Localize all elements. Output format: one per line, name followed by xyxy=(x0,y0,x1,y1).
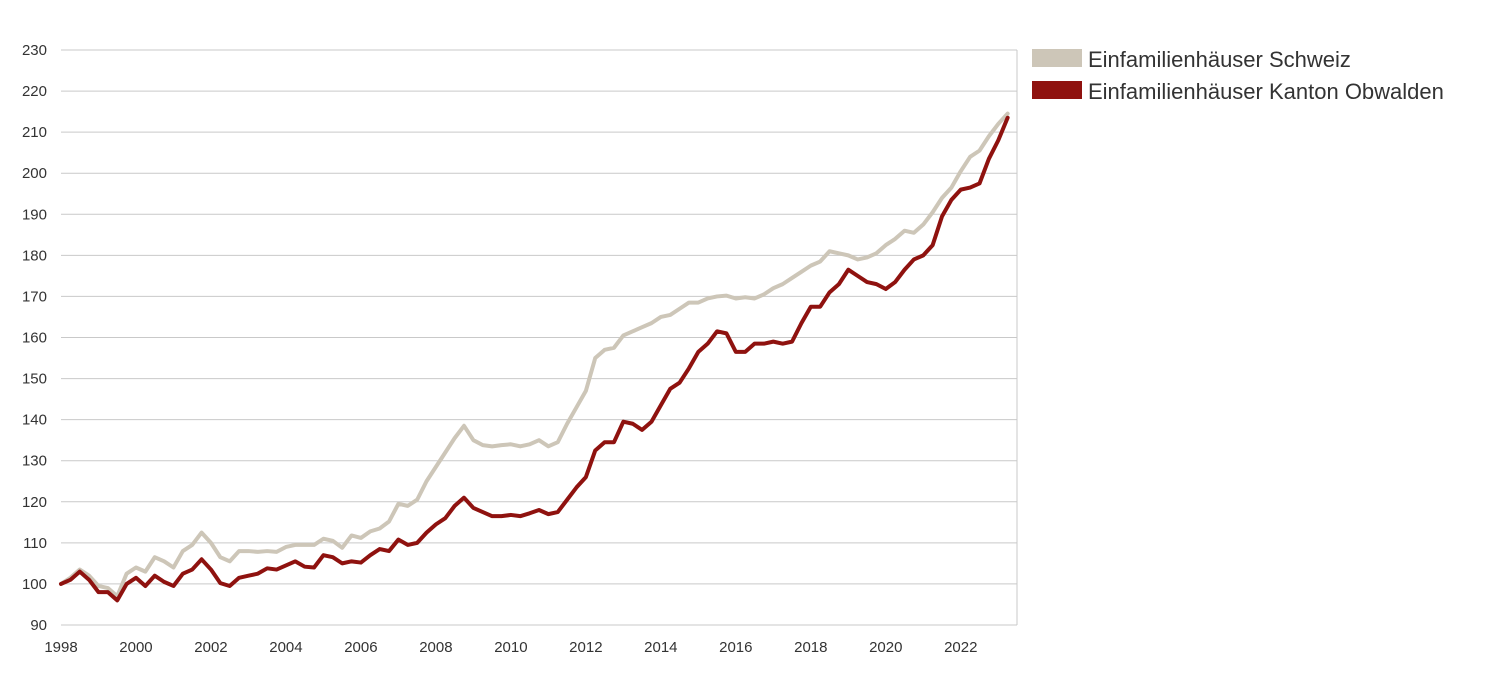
legend-swatch-obwalden xyxy=(1032,81,1082,99)
y-tick-label: 190 xyxy=(22,206,47,223)
legend-label-obwalden: Einfamilienhäuser Kanton Obwalden xyxy=(1088,79,1444,104)
legend-label-schweiz: Einfamilienhäuser Schweiz xyxy=(1088,47,1351,72)
y-tick-label: 210 xyxy=(22,124,47,141)
series-lines xyxy=(59,111,1010,603)
legend: Einfamilienhäuser Schweiz Einfamilienhäu… xyxy=(1032,47,1444,104)
y-tick-label: 200 xyxy=(22,165,47,182)
x-tick-label: 2000 xyxy=(119,639,152,656)
x-tick-label: 2022 xyxy=(944,639,977,656)
y-tick-label: 220 xyxy=(22,83,47,100)
series-line-schweiz xyxy=(59,111,1010,599)
gridlines xyxy=(61,49,1018,626)
y-tick-label: 170 xyxy=(22,288,47,305)
x-tick-label: 2006 xyxy=(344,639,377,656)
x-tick-label: 2014 xyxy=(644,639,677,656)
y-tick-label: 150 xyxy=(22,371,47,388)
x-tick-label: 2010 xyxy=(494,639,527,656)
x-tick-label: 2020 xyxy=(869,639,902,656)
x-tick-label: 1998 xyxy=(44,639,77,656)
x-tick-label: 2004 xyxy=(269,639,302,656)
y-tick-label: 120 xyxy=(22,494,47,511)
y-tick-label: 180 xyxy=(22,247,47,264)
y-tick-label: 100 xyxy=(22,576,47,593)
x-tick-label: 2016 xyxy=(719,639,752,656)
x-tick-label: 2008 xyxy=(419,639,452,656)
series-line-obwalden xyxy=(59,115,1010,603)
y-tick-label: 230 xyxy=(22,42,47,59)
x-tick-label: 2002 xyxy=(194,639,227,656)
axes: 90 100 110 120 130 140 150 160 170 180 190 200 210 22… xyxy=(22,42,977,656)
legend-swatch-schweiz xyxy=(1032,49,1082,67)
y-tick-label: 140 xyxy=(22,412,47,429)
y-tick-label: 90 xyxy=(30,617,47,634)
y-tick-label: 110 xyxy=(23,535,47,552)
y-tick-label: 160 xyxy=(22,330,47,347)
y-tick-label: 130 xyxy=(22,453,47,470)
x-tick-label: 2012 xyxy=(569,639,602,656)
x-tick-label: 2018 xyxy=(794,639,827,656)
